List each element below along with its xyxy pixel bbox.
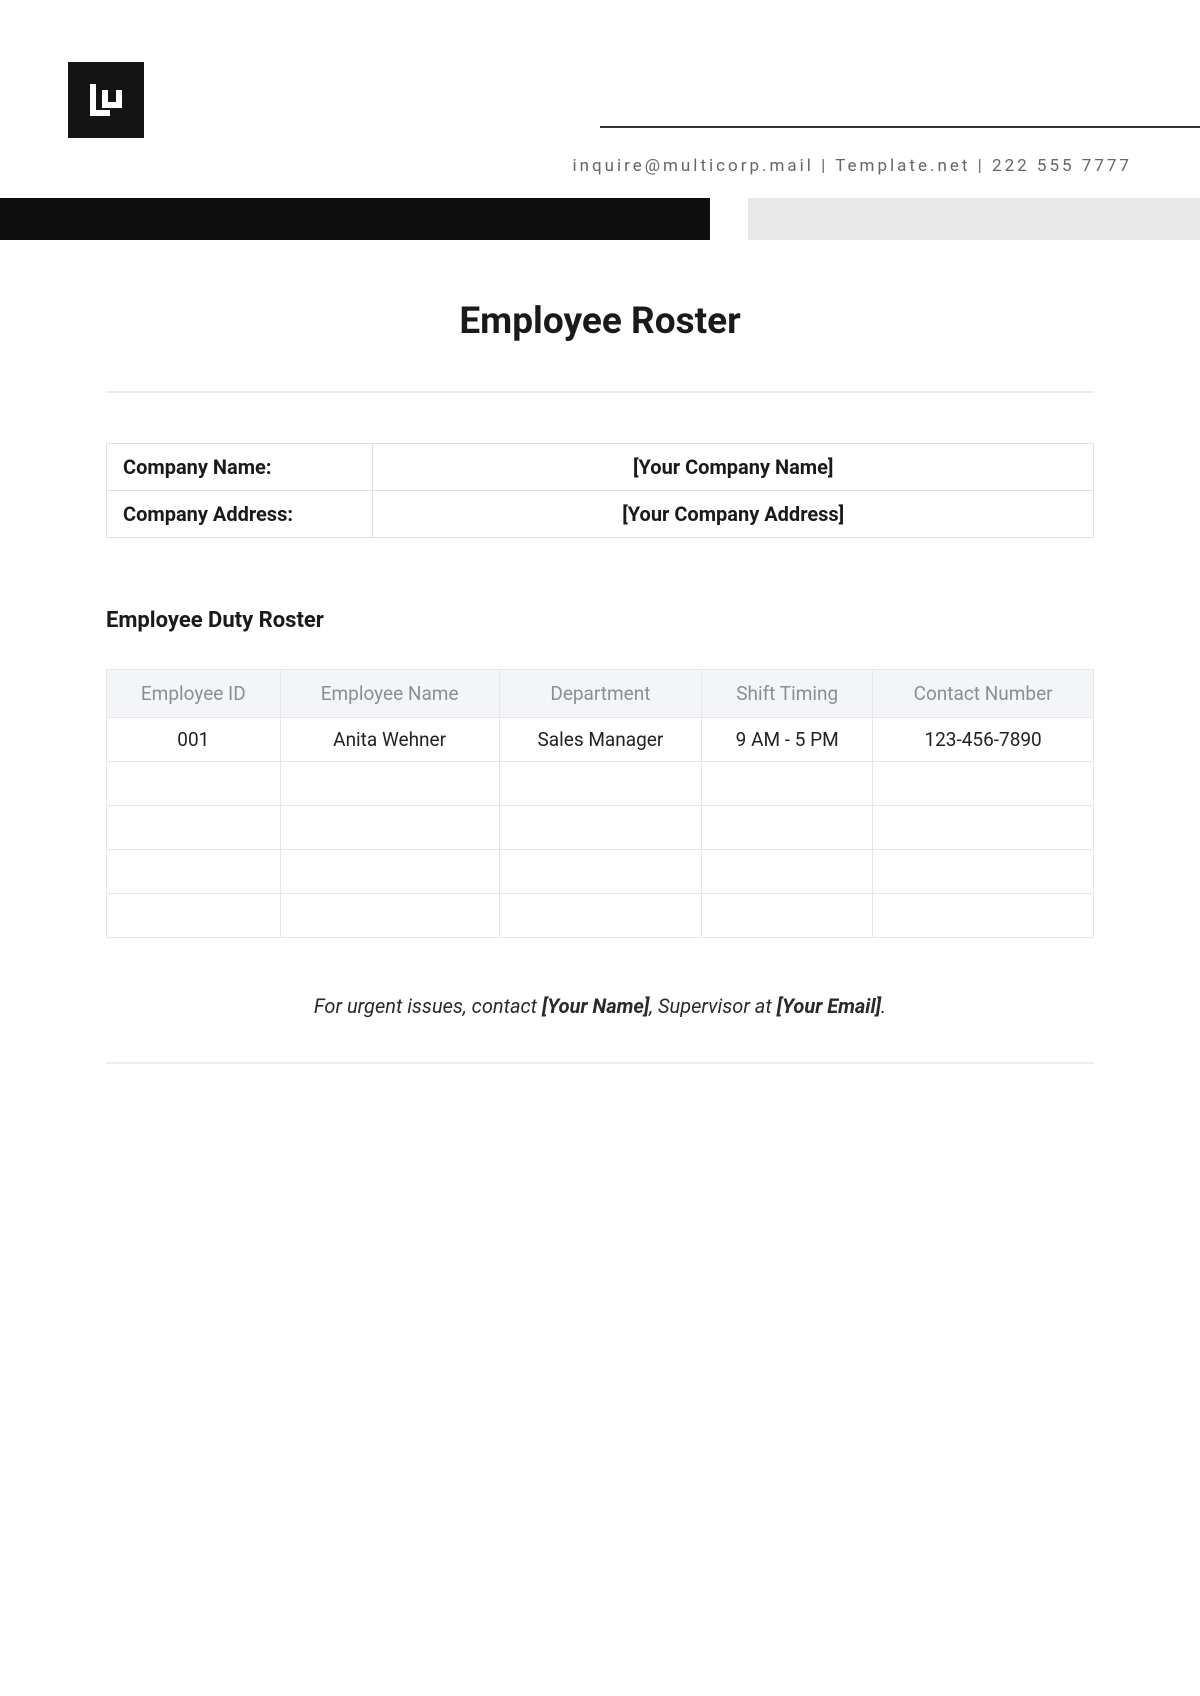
- column-header: Employee ID: [107, 670, 281, 718]
- footer-note: For urgent issues, contact [Your Name], …: [106, 994, 1094, 1018]
- table-cell: [499, 850, 701, 894]
- roster-table: Employee ID Employee Name Department Shi…: [106, 669, 1094, 938]
- page-title: Employee Roster: [106, 300, 1094, 343]
- table-cell: [499, 894, 701, 938]
- company-address-value: [Your Company Address]: [373, 491, 1094, 538]
- company-address-label: Company Address:: [107, 491, 373, 538]
- decorative-bar-grey: [748, 198, 1200, 240]
- table-cell: [107, 806, 281, 850]
- column-header: Contact Number: [873, 670, 1094, 718]
- column-header: Employee Name: [280, 670, 499, 718]
- table-cell: [280, 806, 499, 850]
- table-cell: [873, 806, 1094, 850]
- table-cell: [873, 894, 1094, 938]
- table-row: [107, 894, 1094, 938]
- separator: |: [814, 156, 835, 176]
- table-row: [107, 806, 1094, 850]
- footer-email: [Your Email]: [777, 994, 881, 1018]
- table-cell: 001: [107, 718, 281, 762]
- table-cell: 123-456-7890: [873, 718, 1094, 762]
- table-cell: [280, 850, 499, 894]
- table-header-row: Employee ID Employee Name Department Shi…: [107, 670, 1094, 718]
- table-cell: [702, 806, 873, 850]
- footer-suffix: .: [881, 994, 886, 1018]
- table-cell: [107, 894, 281, 938]
- company-name-label: Company Name:: [107, 444, 373, 491]
- footer-divider: [106, 1062, 1094, 1064]
- header-divider: [600, 126, 1200, 128]
- table-cell: [107, 850, 281, 894]
- header-contact: inquire@multicorp.mail | Template.net | …: [572, 156, 1132, 176]
- table-cell: [499, 762, 701, 806]
- company-name-value: [Your Company Name]: [373, 444, 1094, 491]
- footer-prefix: For urgent issues, contact: [314, 994, 542, 1018]
- table-row: [107, 762, 1094, 806]
- contact-email: inquire@multicorp.mail: [572, 156, 814, 176]
- company-info-table: Company Name: [Your Company Name] Compan…: [106, 443, 1094, 538]
- table-row: Company Name: [Your Company Name]: [107, 444, 1094, 491]
- table-cell: [873, 762, 1094, 806]
- table-cell: [280, 894, 499, 938]
- table-cell: [107, 762, 281, 806]
- contact-phone: 222 555 7777: [992, 156, 1132, 176]
- column-header: Department: [499, 670, 701, 718]
- title-divider: [106, 391, 1094, 393]
- footer-mid: , Supervisor at: [649, 994, 776, 1018]
- logo-icon: [86, 80, 126, 120]
- column-header: Shift Timing: [702, 670, 873, 718]
- separator: |: [970, 156, 992, 176]
- table-cell: [702, 850, 873, 894]
- table-cell: 9 AM - 5 PM: [702, 718, 873, 762]
- table-row: Company Address: [Your Company Address]: [107, 491, 1094, 538]
- table-row: 001Anita WehnerSales Manager9 AM - 5 PM1…: [107, 718, 1094, 762]
- logo: [68, 62, 144, 138]
- table-cell: Sales Manager: [499, 718, 701, 762]
- section-title: Employee Duty Roster: [106, 608, 1094, 633]
- table-cell: Anita Wehner: [280, 718, 499, 762]
- table-cell: [280, 762, 499, 806]
- main-content: Employee Roster Company Name: [Your Comp…: [106, 300, 1094, 1064]
- table-cell: [702, 894, 873, 938]
- table-cell: [499, 806, 701, 850]
- table-cell: [702, 762, 873, 806]
- decorative-bar-black: [0, 198, 710, 240]
- table-cell: [873, 850, 1094, 894]
- footer-name: [Your Name]: [542, 994, 649, 1018]
- contact-site: Template.net: [835, 156, 970, 176]
- table-row: [107, 850, 1094, 894]
